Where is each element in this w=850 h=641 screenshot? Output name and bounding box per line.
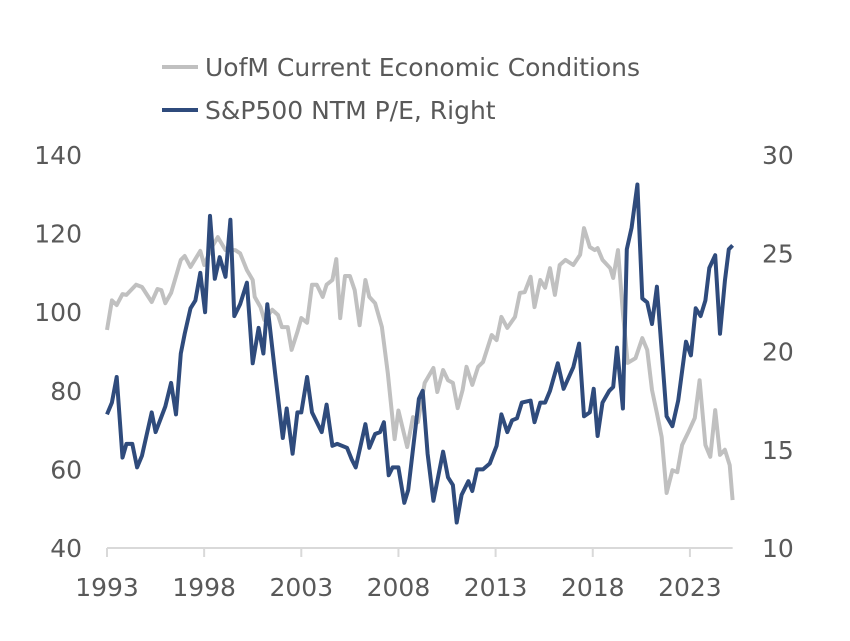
legend-label-sp500: S&P500 NTM P/E, Right	[205, 96, 496, 125]
legend: UofM Current Economic Conditions S&P500 …	[162, 53, 640, 125]
right-y-tick-label: 25	[762, 239, 794, 268]
series-line-sp500-pe	[105, 182, 735, 525]
legend-label-uofm: UofM Current Economic Conditions	[205, 53, 640, 82]
left-y-tick-label: 60	[50, 455, 82, 484]
x-tick-label: 1998	[172, 573, 236, 602]
x-tick-label: 1993	[75, 573, 139, 602]
right-y-tick-label: 10	[762, 534, 794, 563]
x-tick-label: 2013	[464, 573, 528, 602]
right-y-tick-label: 30	[762, 141, 794, 170]
series-lines	[105, 182, 735, 525]
left-y-tick-label: 100	[34, 298, 82, 327]
x-tick-label: 2008	[367, 573, 431, 602]
x-tick-label: 2023	[658, 573, 722, 602]
x-tick-label: 2018	[561, 573, 625, 602]
left-y-tick-label: 120	[34, 220, 82, 249]
x-tick-label: 2003	[269, 573, 333, 602]
right-y-tick-label: 15	[762, 436, 794, 465]
left-y-tick-label: 40	[50, 534, 82, 563]
right-y-tick-label: 20	[762, 338, 794, 367]
left-y-tick-label: 80	[50, 377, 82, 406]
series-line-uofm	[105, 226, 735, 501]
left-y-tick-label: 140	[34, 141, 82, 170]
axes: 1993 1998 2003 2008 2013 2018 2023 40 60 80 100 120…	[34, 141, 794, 602]
